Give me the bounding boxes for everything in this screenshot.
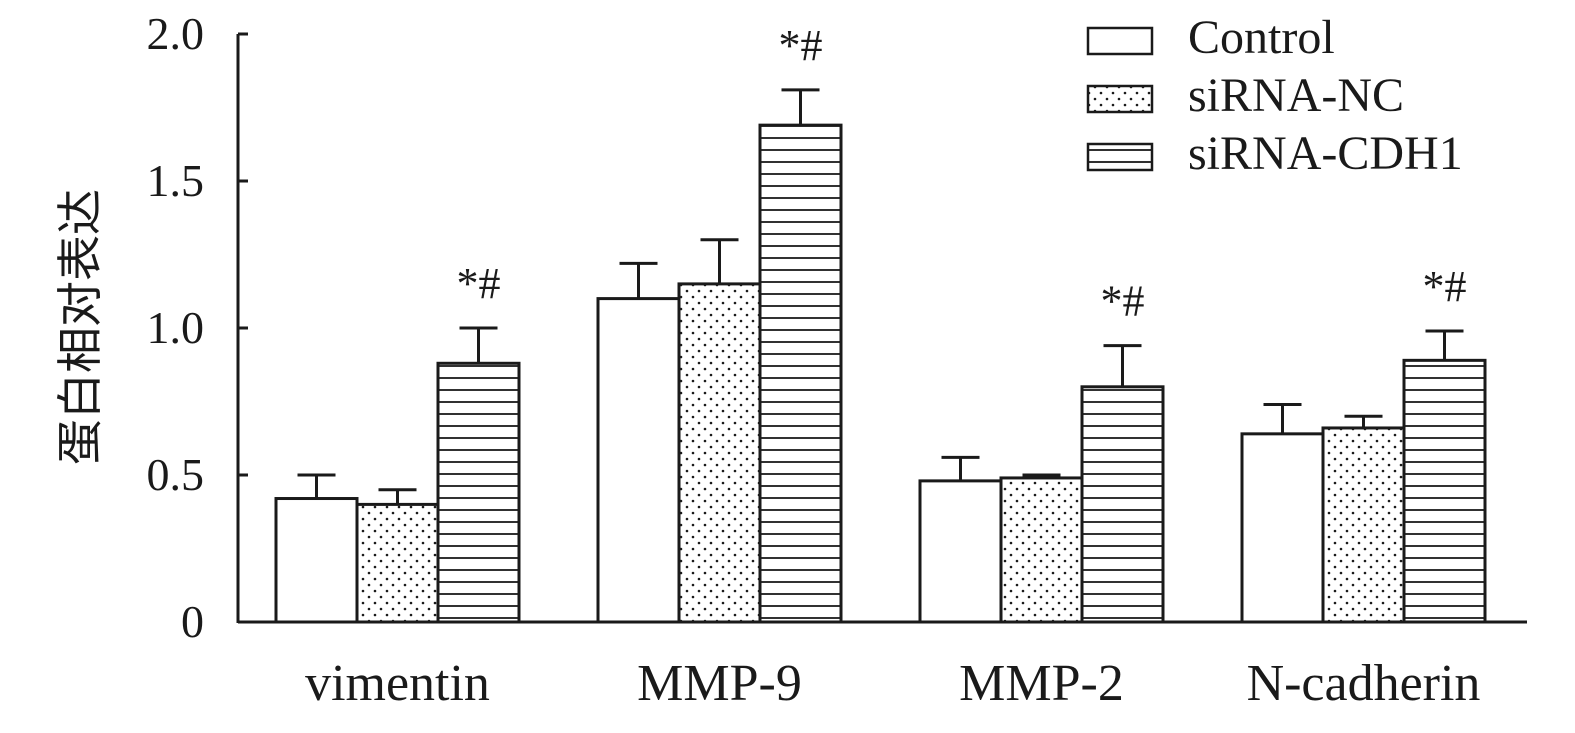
legend-label: siRNA-NC: [1188, 69, 1404, 122]
bar: [1321, 426, 1406, 624]
bar: [758, 123, 843, 624]
bars-layer: [274, 88, 1487, 624]
bar: [1240, 432, 1325, 624]
x-tick-label: MMP-2: [959, 655, 1124, 712]
legend-swatch: [1086, 26, 1154, 56]
significance-annotation: *#: [1101, 277, 1145, 326]
bar: [1402, 358, 1487, 624]
y-axis-label: 蛋白相对表达: [55, 189, 106, 465]
bar: [999, 476, 1084, 624]
y-tick-label: 1.5: [147, 155, 205, 206]
y-tick-label: 1.0: [147, 302, 205, 353]
significance-annotation: *#: [457, 259, 501, 308]
legend-swatch: [1086, 84, 1154, 114]
bar: [274, 497, 359, 624]
significance-annotation: *#: [1423, 262, 1467, 311]
bar: [436, 361, 521, 624]
x-tick-label: MMP-9: [637, 655, 802, 712]
y-tick-label: 0.5: [147, 449, 205, 500]
bar: [596, 297, 681, 624]
bar: [355, 502, 440, 624]
y-tick-label: 0: [181, 596, 204, 647]
y-tick-label: 2.0: [147, 8, 205, 59]
labels-layer: 0 0.5 1.0 1.5 2.0 蛋白相对表达 *# vimentin *# MMP-9 *# MM…: [55, 8, 1480, 712]
significance-annotation: *#: [779, 21, 823, 70]
legend-label: Control: [1188, 11, 1335, 64]
x-tick-label: vimentin: [305, 655, 490, 712]
x-tick-label: N-cadherin: [1247, 655, 1481, 712]
bar: [918, 479, 1003, 624]
bar: [1080, 385, 1165, 624]
bar: [677, 282, 762, 624]
legend-label: siRNA-CDH1: [1188, 127, 1463, 180]
legend-swatch: [1086, 142, 1154, 172]
